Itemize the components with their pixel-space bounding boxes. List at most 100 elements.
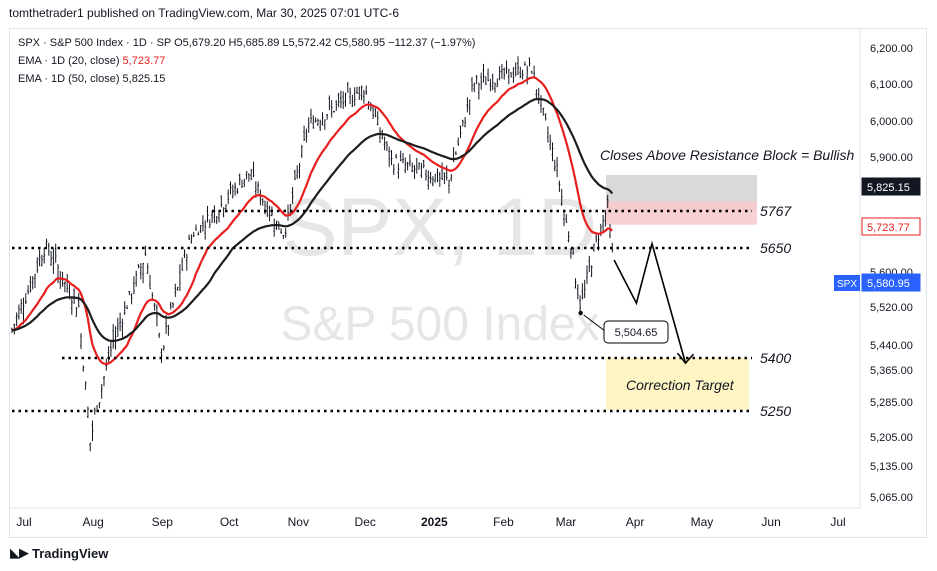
ema20-price-badge-bg — [861, 217, 921, 236]
candle — [335, 100, 338, 111]
candle — [317, 118, 319, 126]
candle — [473, 82, 476, 93]
candle — [547, 126, 549, 143]
candle — [560, 188, 563, 206]
candle — [379, 127, 381, 143]
y-tick-label: 5,900.00 — [870, 152, 913, 164]
candle — [395, 153, 397, 159]
candle — [144, 245, 147, 256]
candle — [438, 171, 441, 187]
candle — [54, 243, 57, 263]
projection-path — [613, 240, 687, 364]
candle — [231, 184, 234, 199]
candle — [82, 365, 85, 372]
candle — [112, 324, 115, 349]
candle — [213, 205, 216, 223]
candle — [360, 85, 363, 101]
candle — [156, 304, 158, 327]
candle — [57, 263, 59, 284]
candle — [346, 82, 349, 93]
candle — [540, 95, 542, 113]
candle — [491, 73, 494, 91]
candle — [266, 201, 269, 217]
candle — [478, 82, 480, 100]
candle — [390, 150, 393, 166]
candle — [84, 381, 87, 390]
candle — [222, 207, 225, 218]
candle — [75, 307, 78, 318]
legend-ema20: EMA · 1D (20, close) 5,723.77 — [18, 52, 475, 70]
candle — [521, 69, 524, 80]
candle — [314, 117, 317, 123]
candle — [386, 141, 388, 151]
candle — [459, 125, 462, 139]
candle — [372, 105, 374, 119]
candle — [245, 171, 248, 180]
low-point-marker — [578, 310, 583, 316]
candle — [468, 99, 471, 115]
candle — [415, 158, 418, 174]
x-tick-label: Aug — [82, 515, 103, 529]
candle — [202, 215, 204, 232]
candle — [397, 163, 400, 179]
candle — [29, 275, 32, 293]
candle — [392, 164, 395, 175]
x-tick-label: Jul — [16, 515, 31, 529]
candle — [333, 110, 335, 113]
footer-brand[interactable]: ◣▶ TradingView — [10, 545, 108, 561]
candle — [22, 297, 25, 325]
candle — [18, 304, 20, 320]
candle — [363, 89, 365, 104]
watermark-name: S&P 500 Index — [280, 298, 599, 351]
x-tick-label: Jun — [761, 515, 780, 529]
candle — [312, 115, 315, 129]
candle — [328, 95, 331, 111]
candle — [126, 305, 128, 310]
candle — [59, 270, 62, 289]
candle — [243, 178, 246, 188]
candle — [558, 180, 561, 192]
zone-correction-target — [606, 358, 749, 410]
candle — [66, 273, 69, 293]
candle — [133, 276, 135, 295]
y-tick-label: 6,100.00 — [870, 79, 913, 91]
candle — [197, 231, 200, 236]
candle — [146, 263, 149, 274]
candle — [190, 234, 193, 244]
candle — [427, 170, 430, 190]
candle — [464, 116, 466, 128]
ema50-label: EMA · 1D (50, close) — [18, 73, 120, 85]
candle — [257, 181, 259, 194]
y-tick-label: 5,135.00 — [870, 461, 913, 473]
ema20-price-badge-text: 5,723.77 — [867, 222, 910, 234]
candle — [583, 279, 586, 299]
candle — [406, 162, 409, 171]
y-tick-label: 5,065.00 — [870, 492, 913, 504]
candle — [496, 78, 499, 88]
candle — [294, 169, 296, 181]
candle — [326, 114, 328, 120]
candle — [199, 224, 202, 233]
legend-ema50: EMA · 1D (50, close) 5,825.15 — [18, 70, 475, 88]
candle — [252, 161, 255, 178]
level-label-5400: 5400 — [760, 350, 791, 366]
candle — [128, 290, 131, 296]
candle — [358, 86, 361, 100]
tradingview-logo-icon: ◣▶ — [10, 545, 29, 560]
candle — [553, 159, 556, 172]
candle — [220, 195, 223, 208]
candle — [15, 312, 18, 326]
candle — [420, 162, 423, 178]
candle — [556, 156, 558, 178]
candle — [365, 85, 368, 95]
candle — [413, 165, 416, 180]
candle — [517, 56, 519, 75]
candle — [80, 333, 82, 350]
candle — [167, 324, 170, 336]
resistance-annotation: Closes Above Resistance Block = Bullish — [600, 147, 855, 163]
chart-frame — [9, 28, 927, 538]
candle — [507, 68, 510, 85]
candle — [524, 61, 526, 66]
candle — [604, 209, 607, 227]
